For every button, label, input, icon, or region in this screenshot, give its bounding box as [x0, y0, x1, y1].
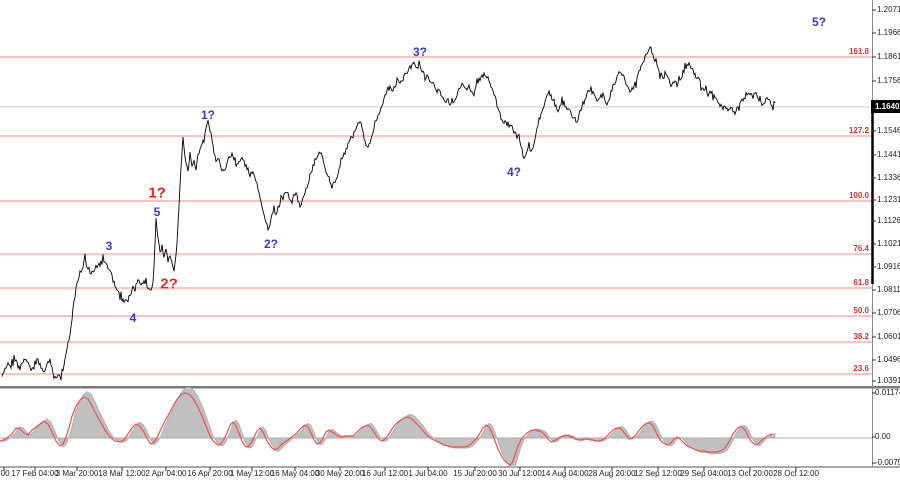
panel-separator	[0, 386, 900, 389]
current-price-value: 1.1640	[875, 102, 900, 111]
price-series	[1, 46, 776, 381]
current-price-tag: 1.1640	[871, 100, 900, 113]
oscillator-signal-line	[0, 392, 773, 466]
oscillator-histogram-fill	[2, 386, 776, 469]
